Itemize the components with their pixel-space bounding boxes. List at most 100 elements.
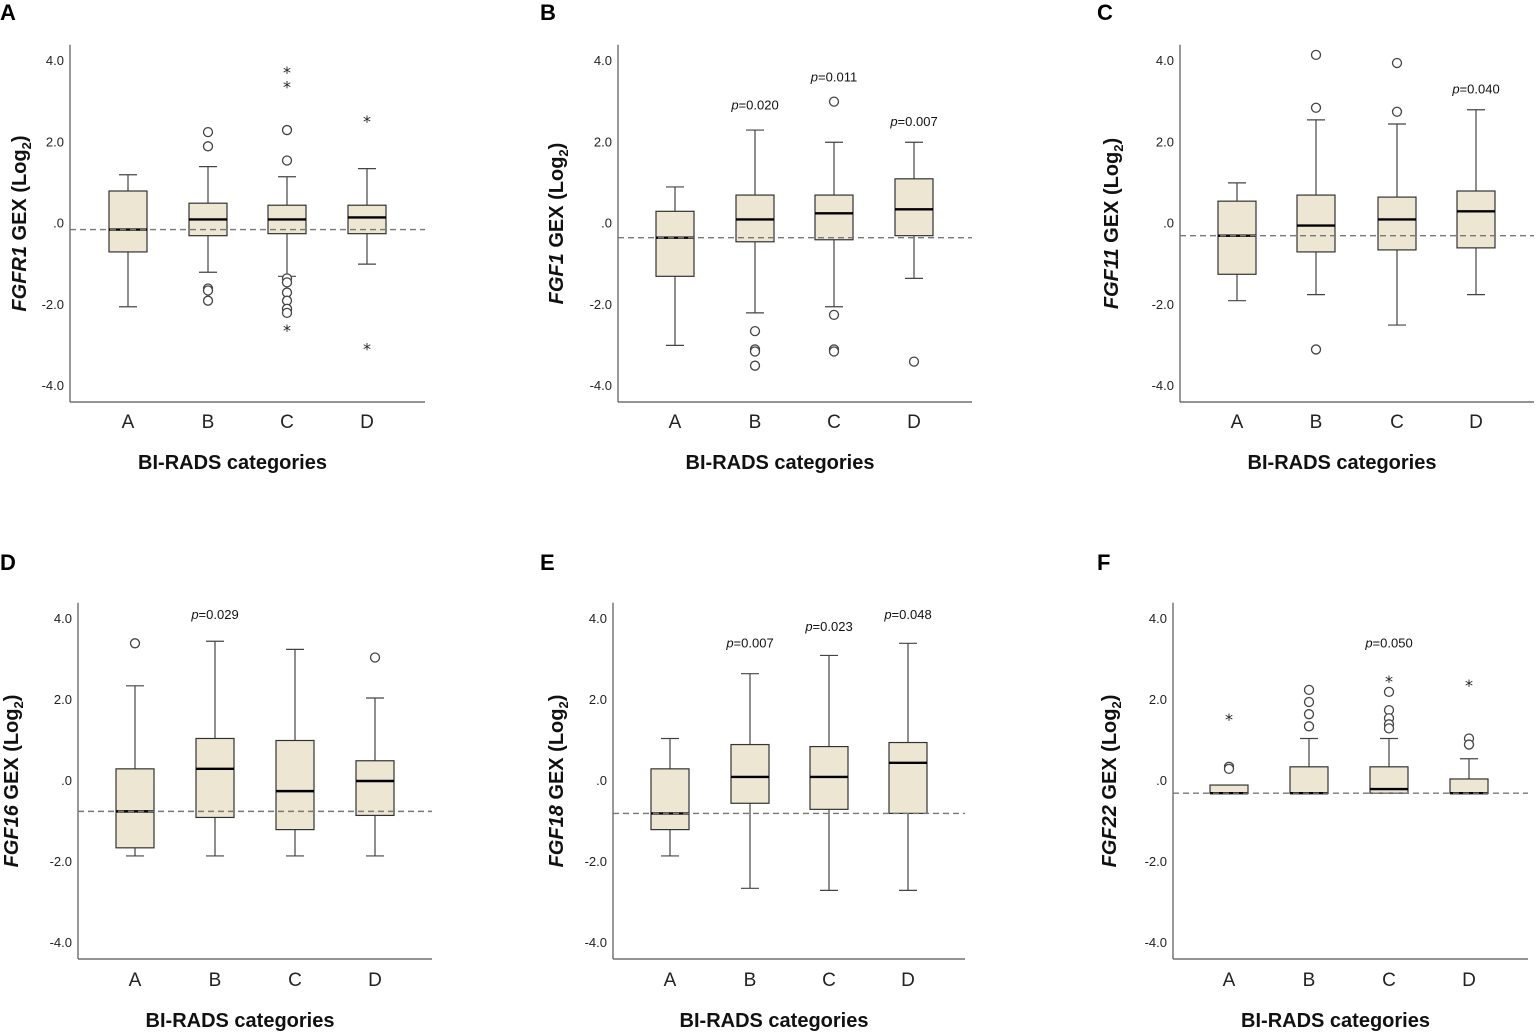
panel-b-outlier bbox=[749, 360, 761, 371]
panel-b-p-value: p=0.020 bbox=[730, 98, 778, 113]
panel-c-outlier bbox=[1310, 49, 1322, 61]
panel-a-ytick-label: .0 bbox=[53, 216, 64, 231]
panel-d-ytick-label: -2.0 bbox=[50, 854, 72, 869]
panel-f-x-label: BI-RADS categories bbox=[1241, 1010, 1430, 1032]
panel-a-outlier bbox=[281, 155, 293, 166]
panel-a-ytick-label: -2.0 bbox=[42, 297, 64, 312]
panel-c-y-label: FGF11 GEX (Log2) bbox=[1101, 138, 1126, 309]
panel-c-outlier bbox=[1310, 102, 1322, 113]
panel-d-box bbox=[355, 760, 395, 817]
panel-b-p-value: p=0.011 bbox=[810, 69, 857, 84]
panel-c-xtick-label: C bbox=[1390, 412, 1404, 433]
panel-d-outlier bbox=[369, 652, 381, 663]
panel-e-box bbox=[650, 768, 690, 831]
panel-f-outlier bbox=[1303, 696, 1315, 708]
panel-d-xtick-label: C bbox=[288, 970, 302, 991]
panel-b-outlier bbox=[908, 356, 920, 367]
panel-f-ytick-label: 4.0 bbox=[1149, 611, 1167, 626]
panel-c-p-value: p=0.040 bbox=[1451, 81, 1499, 96]
panel-a-outlier bbox=[281, 124, 293, 136]
panel-d-ytick-label: 4.0 bbox=[54, 611, 72, 626]
panel-a-ytick-label: -4.0 bbox=[42, 378, 64, 393]
panel-f-letter: F bbox=[1097, 550, 1110, 575]
panel-a-outlier bbox=[202, 295, 214, 306]
panel-e-ytick-label: 2.0 bbox=[589, 692, 607, 707]
panel-e-p-value: p=0.007 bbox=[725, 635, 773, 650]
panel-b-y-label: FGF1 GEX (Log2) bbox=[546, 143, 571, 305]
panel-e-p-value: p=0.048 bbox=[883, 607, 931, 622]
panel-b-outlier bbox=[828, 346, 840, 357]
panel-f-xtick-label: A bbox=[1223, 970, 1236, 991]
panel-c-outlier bbox=[1391, 57, 1403, 69]
panel-b-box bbox=[814, 194, 854, 241]
panel-f-outlier bbox=[1303, 721, 1315, 732]
panel-b-ytick-label: -4.0 bbox=[590, 378, 612, 393]
panel-a-outlier bbox=[281, 307, 293, 319]
panel-f-ytick-label: 2.0 bbox=[1149, 692, 1167, 707]
panel-d-ytick-label: .0 bbox=[61, 773, 72, 788]
panel-b-ytick-label: 2.0 bbox=[594, 134, 612, 149]
panel-f-p-value: p=0.050 bbox=[1364, 635, 1412, 650]
panel-f-extreme: * bbox=[1465, 676, 1473, 695]
panel-e-xtick-label: B bbox=[744, 970, 757, 991]
panel-c-letter: C bbox=[1097, 0, 1113, 25]
panel-c-outlier bbox=[1391, 106, 1403, 117]
panel-b-x-label: BI-RADS categories bbox=[686, 452, 875, 474]
panel-a-x-label: BI-RADS categories bbox=[138, 452, 327, 474]
panel-a-y-label: FGFR1 GEX (Log2) bbox=[9, 135, 34, 311]
panel-f-outlier bbox=[1383, 686, 1395, 698]
panel-a-extreme: * bbox=[363, 339, 371, 358]
panel-a-extreme: * bbox=[283, 321, 291, 340]
panel-e-box bbox=[730, 743, 770, 804]
panel-e-ytick-label: -2.0 bbox=[585, 854, 607, 869]
panel-c-ytick-label: 4.0 bbox=[1156, 53, 1174, 68]
panel-b-ytick-label: .0 bbox=[601, 216, 612, 231]
panel-a-letter: A bbox=[0, 0, 16, 25]
panel-e-ytick-label: .0 bbox=[596, 773, 607, 788]
panel-c-xtick-label: B bbox=[1310, 412, 1323, 433]
panel-f-extreme: * bbox=[1385, 672, 1393, 691]
panel-f-ytick-label: -2.0 bbox=[1145, 854, 1167, 869]
panel-c-outlier bbox=[1310, 344, 1322, 355]
panel-a-outlier bbox=[281, 277, 293, 288]
panel-a-xtick-label: C bbox=[280, 412, 294, 433]
panel-b-outlier bbox=[828, 96, 840, 107]
panel-d-box bbox=[275, 739, 315, 831]
panel-f-outlier bbox=[1463, 739, 1475, 750]
panel-f-xtick-label: D bbox=[1462, 970, 1476, 991]
panel-d-xtick-label: A bbox=[129, 970, 142, 991]
panel-e-xtick-label: A bbox=[664, 970, 677, 991]
panel-f-box bbox=[1289, 766, 1329, 794]
panel-c-x-label: BI-RADS categories bbox=[1248, 452, 1437, 474]
panel-e-ytick-label: -4.0 bbox=[585, 935, 607, 950]
panel-d-box bbox=[115, 768, 155, 849]
panel-f-outlier bbox=[1383, 723, 1395, 734]
panel-a-outlier bbox=[202, 126, 214, 138]
panel-a-box bbox=[108, 190, 148, 253]
panel-c-xtick-label: D bbox=[1469, 412, 1483, 433]
panel-b-box bbox=[655, 210, 695, 277]
panel-e-x-label: BI-RADS categories bbox=[680, 1010, 869, 1032]
panel-a-ytick-label: 4.0 bbox=[46, 53, 64, 68]
panel-a-xtick-label: D bbox=[360, 412, 374, 433]
panel-d-box bbox=[195, 737, 235, 819]
panel-f-xtick-label: B bbox=[1303, 970, 1316, 991]
panel-a-outlier bbox=[202, 285, 214, 296]
panel-c-xtick-label: A bbox=[1231, 412, 1244, 433]
panel-f-outlier bbox=[1303, 684, 1315, 696]
panel-c-box bbox=[1217, 200, 1257, 275]
panel-c-ytick-label: -2.0 bbox=[1152, 297, 1174, 312]
panel-d-outlier bbox=[129, 638, 141, 649]
panel-d-y-label: FGF16 GEX (Log2) bbox=[1, 695, 26, 868]
panel-f-xtick-label: C bbox=[1382, 970, 1396, 991]
panel-d-letter: D bbox=[0, 550, 16, 575]
panel-d-x-label: BI-RADS categories bbox=[146, 1010, 335, 1032]
panel-a-xtick-label: A bbox=[122, 412, 135, 433]
panel-f-outlier bbox=[1303, 709, 1315, 720]
panel-d-p-value: p=0.029 bbox=[190, 607, 238, 622]
panel-a-outlier bbox=[202, 141, 214, 152]
panel-a-xtick-label: B bbox=[202, 412, 215, 433]
panel-f-extreme: * bbox=[1225, 710, 1233, 729]
panel-a-extreme: * bbox=[283, 77, 291, 96]
panel-c-box bbox=[1296, 194, 1336, 253]
